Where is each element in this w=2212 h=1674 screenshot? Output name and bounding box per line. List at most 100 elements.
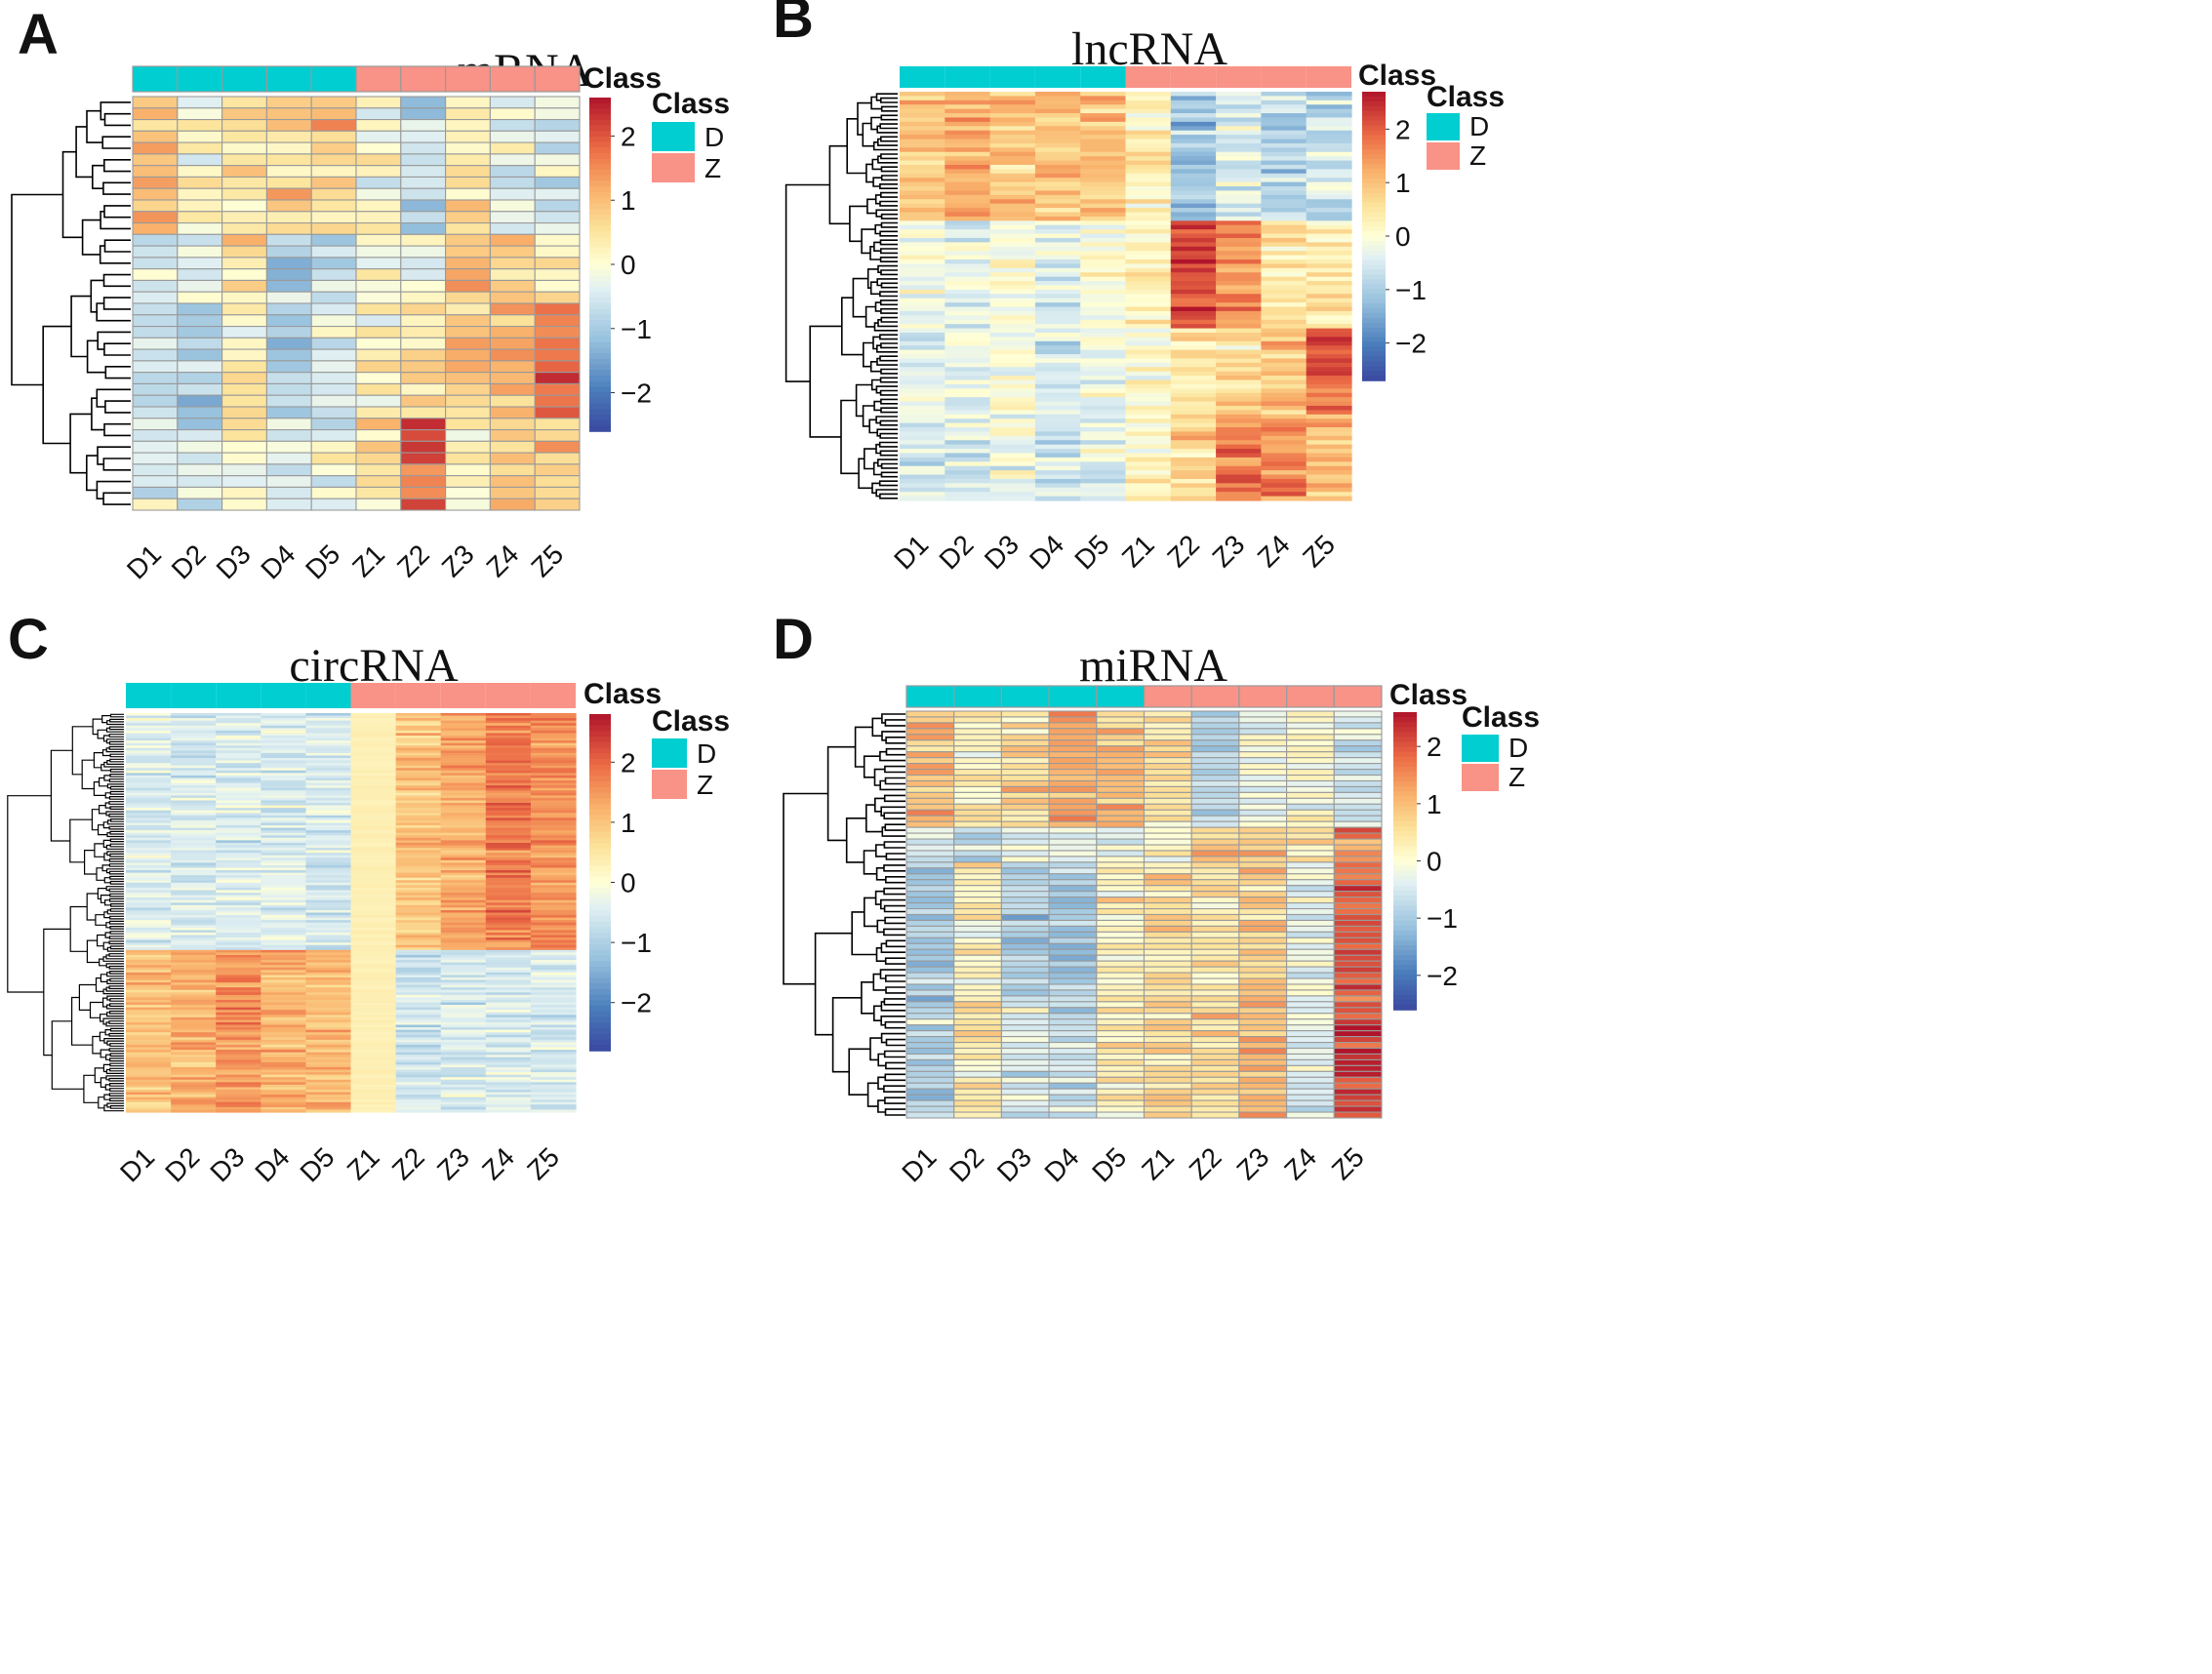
- heatmap-cell: [440, 853, 487, 857]
- heatmap-cell: [1096, 1047, 1146, 1056]
- heatmap-cell: [221, 199, 267, 213]
- heatmap-cell: [216, 1029, 261, 1033]
- heatmap-cell: [305, 800, 352, 804]
- colorbar-step: [1393, 836, 1417, 842]
- heatmap-cell: [177, 222, 223, 235]
- heatmap-cell: [395, 800, 442, 804]
- heatmap-cell: [1306, 332, 1352, 338]
- heatmap-cell: [440, 1032, 487, 1036]
- heatmap-cell: [1170, 92, 1217, 98]
- heatmap-cell: [440, 942, 487, 946]
- heatmap-cell: [305, 1019, 352, 1023]
- heatmap-cell: [440, 912, 487, 916]
- heatmap-cell: [1125, 328, 1172, 334]
- legend-swatch-z: [652, 153, 695, 182]
- heatmap-cell: [400, 452, 447, 465]
- heatmap-cell: [945, 151, 991, 157]
- heatmap-cell: [171, 1089, 217, 1094]
- heatmap-cell: [989, 294, 1036, 299]
- heatmap-cell: [1125, 319, 1172, 325]
- heatmap-cell: [1080, 142, 1127, 148]
- heatmap-cell: [1096, 779, 1146, 787]
- heatmap-cell: [1000, 861, 1050, 869]
- heatmap-cell: [395, 1101, 442, 1105]
- heatmap-cell: [177, 257, 223, 270]
- heatmap-cell: [305, 1027, 352, 1031]
- heatmap-cell: [1048, 1047, 1098, 1056]
- colorbar-tick-label: 2: [1395, 114, 1411, 144]
- heatmap-cell: [1306, 414, 1352, 419]
- heatmap-cell: [126, 1074, 172, 1078]
- heatmap-cell: [1125, 139, 1172, 144]
- heatmap-cell: [1000, 1111, 1050, 1119]
- heatmap-cell: [440, 1087, 487, 1091]
- heatmap-cell: [216, 742, 261, 746]
- heatmap-cell: [1216, 216, 1262, 221]
- heatmap-cell: [953, 1047, 1002, 1056]
- heatmap-cell: [1333, 891, 1383, 898]
- colorbar-step: [1362, 192, 1386, 199]
- heatmap-cell: [126, 763, 172, 767]
- heatmap-cell: [953, 954, 1002, 962]
- heatmap-cell: [440, 935, 487, 938]
- heatmap-cell: [171, 760, 217, 764]
- heatmap-cell: [261, 925, 306, 929]
- colorbar-step: [1393, 925, 1417, 932]
- heatmap-cell: [1238, 1088, 1288, 1096]
- heatmap-cell: [900, 349, 945, 355]
- heatmap-cell: [350, 875, 397, 879]
- heatmap-cell: [395, 760, 442, 764]
- heatmap-cell: [126, 897, 172, 901]
- heatmap-cell: [265, 326, 312, 339]
- heatmap-cell: [1125, 181, 1172, 187]
- heatmap-cell: [350, 713, 397, 717]
- heatmap-cell: [1048, 722, 1098, 730]
- colorbar-step: [589, 414, 611, 421]
- heatmap-cell: [305, 718, 352, 722]
- heatmap-cell: [261, 1059, 306, 1063]
- heatmap-cell: [261, 965, 306, 969]
- heatmap-cell: [171, 715, 217, 719]
- heatmap-cell: [945, 147, 991, 153]
- heatmap-cell: [171, 1034, 217, 1038]
- heatmap-cell: [530, 1095, 577, 1098]
- heatmap-cell: [989, 142, 1036, 148]
- heatmap-cell: [305, 780, 352, 784]
- heatmap-cell: [530, 877, 577, 881]
- heatmap-cell: [305, 737, 352, 741]
- heatmap-cell: [305, 848, 352, 852]
- heatmap-cell: [1048, 838, 1098, 846]
- heatmap-cell: [945, 427, 991, 433]
- heatmap-cell: [900, 220, 945, 226]
- heatmap-cell: [1000, 809, 1050, 817]
- heatmap-cell: [1125, 470, 1172, 476]
- heatmap-cell: [1170, 337, 1217, 342]
- heatmap-cell: [350, 810, 397, 814]
- heatmap-cell: [1190, 1088, 1240, 1096]
- heatmap-cell: [1286, 925, 1335, 933]
- heatmap-cell: [1286, 1013, 1335, 1020]
- heatmap-cell: [171, 840, 217, 844]
- heatmap-cell: [310, 257, 357, 270]
- heatmap-cell: [261, 997, 306, 1001]
- heatmap-cell: [530, 987, 577, 991]
- heatmap-cell: [1143, 1030, 1192, 1038]
- heatmap-cell: [989, 224, 1036, 230]
- heatmap-cell: [1034, 444, 1081, 450]
- heatmap-cell: [261, 949, 306, 953]
- heatmap-cell: [1034, 418, 1081, 424]
- heatmap-cell: [261, 939, 306, 943]
- heatmap-cell: [1125, 383, 1172, 389]
- heatmap-cell: [1125, 478, 1172, 484]
- heatmap-cell: [1143, 751, 1192, 759]
- heatmap-cell: [1216, 169, 1262, 175]
- heatmap-cell: [1190, 977, 1240, 985]
- heatmap-cell: [1261, 324, 1307, 330]
- heatmap-cell: [1306, 345, 1352, 351]
- heatmap-cell: [485, 819, 532, 824]
- heatmap-cell: [905, 1058, 955, 1066]
- legend-swatch-d: [652, 122, 695, 151]
- heatmap-cell: [305, 1092, 352, 1096]
- heatmap-cell: [530, 728, 577, 732]
- heatmap-cell: [1261, 465, 1307, 471]
